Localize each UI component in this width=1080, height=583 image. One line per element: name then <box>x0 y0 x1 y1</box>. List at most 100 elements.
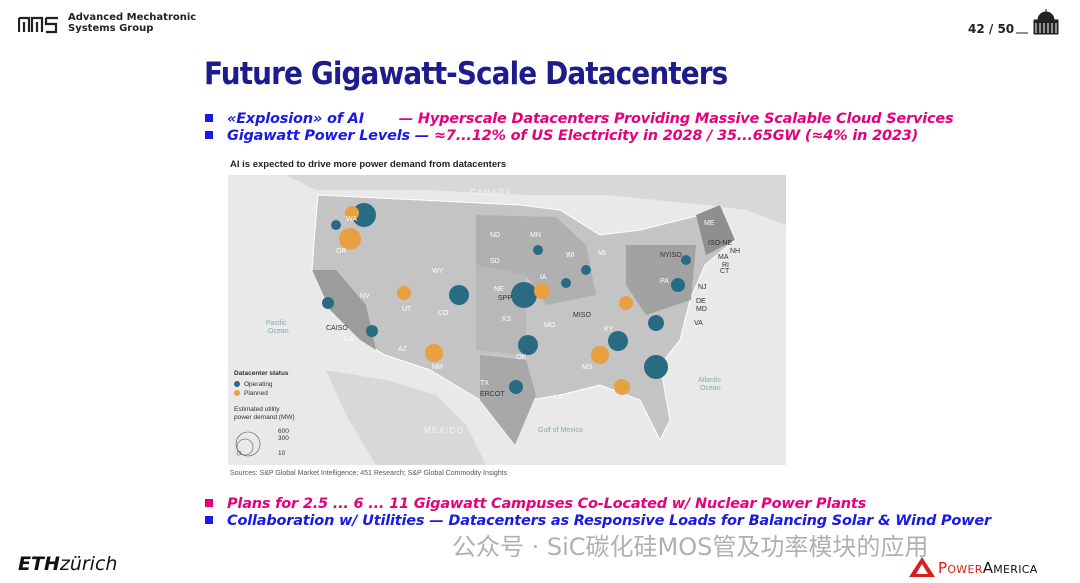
group-name: Advanced Mechatronic Systems Group <box>68 12 196 34</box>
ocean-label: Pacific <box>266 320 287 327</box>
state-label: PA <box>660 278 669 285</box>
poweramerica-icon <box>909 557 935 577</box>
state-label: RI <box>722 262 729 269</box>
state-label: MA <box>718 254 729 261</box>
ercot-region <box>480 355 536 445</box>
spp-region <box>476 265 526 355</box>
group-line: Systems Group <box>68 23 154 34</box>
bullet-text: Hyperscale Datacenters Providing Massive… <box>417 111 954 127</box>
state-label: OK <box>516 354 526 361</box>
state-label: SD <box>490 258 500 265</box>
group-line: Advanced Mechatronic <box>68 12 197 23</box>
state-label: MD <box>696 306 707 313</box>
datacenter-map: AI is expected to drive more power deman… <box>228 159 786 477</box>
bullet-dash: — <box>414 128 430 144</box>
bullet-lead: «Explosion» of AI <box>227 111 364 127</box>
datacenter-dot <box>511 282 537 308</box>
poweramerica-logo: PowerAmerica <box>938 559 1038 577</box>
state-label: AZ <box>398 346 408 353</box>
bullet: Collaboration w/ Utilities — Datacenters… <box>205 513 991 529</box>
region-label: NYISO <box>660 252 682 259</box>
state-label: DE <box>696 298 706 305</box>
state-label: WA <box>346 216 357 223</box>
datacenter-dot <box>518 335 538 355</box>
datacenter-dot <box>345 206 359 220</box>
datacenter-dot <box>533 245 543 255</box>
eth-building-icon <box>1016 9 1059 35</box>
state-label: MS <box>582 364 593 371</box>
bullet-lead: Collaboration w/ Utilities <box>227 513 425 529</box>
datacenter-dot <box>397 286 411 300</box>
state-label: WI <box>566 252 575 259</box>
state-label: KS <box>502 316 512 323</box>
bullet: «Explosion» of AI — Hyperscale Datacente… <box>205 111 954 127</box>
map-source: Sources: S&P Global Market Intelligence;… <box>230 470 508 477</box>
state-label: MI <box>598 250 606 257</box>
state-label: CA <box>344 336 354 343</box>
legend-size-label: 10 <box>278 450 286 457</box>
legend-swatch <box>234 381 240 387</box>
datacenter-dot <box>534 283 550 299</box>
bullet-text: Plans for 2.5 ... 6 ... 11 Gigawatt Camp… <box>227 496 867 512</box>
legend-title: power demand (MW) <box>234 414 295 421</box>
datacenter-dot <box>681 255 691 265</box>
isone-region <box>696 205 735 255</box>
legend-title: Estimated utility <box>234 406 280 413</box>
bullet-text: Datacenters as Responsive Loads for Bala… <box>448 513 991 529</box>
legend-size-label: 300 <box>278 435 289 442</box>
state-label: KY <box>604 326 614 333</box>
bullet-text: ≈7...12% of US Electricity in 2028 / 35.… <box>433 128 919 144</box>
bullet-square <box>205 499 213 507</box>
slide-title: Future Gigawatt-Scale Datacenters <box>204 56 728 92</box>
bullet: Gigawatt Power Levels — ≈7...12% of US E… <box>205 128 918 144</box>
region-label: MISO <box>573 312 591 319</box>
eth-logo: ETHzürich <box>18 553 117 575</box>
bullet-square <box>205 516 213 524</box>
state-label: ME <box>704 220 715 227</box>
bullet-square <box>205 131 213 139</box>
datacenters <box>322 203 691 395</box>
page-number: 42 / 50 <box>968 22 1015 36</box>
state-label: NJ <box>698 284 707 291</box>
legend-swatch <box>234 390 240 396</box>
region-label: CAISO <box>326 325 348 332</box>
state-label: TX <box>480 380 489 387</box>
canada-land <box>286 175 786 225</box>
datacenter-dot <box>608 331 628 351</box>
legend-label: Operating <box>244 381 273 388</box>
region-label: SPP <box>498 295 512 302</box>
state-label: NV <box>360 293 370 300</box>
brand-part: America <box>982 559 1038 577</box>
state-label: CT <box>720 268 730 275</box>
bullet-square <box>205 114 213 122</box>
state-label: NH <box>730 248 740 255</box>
state-label: NE <box>494 286 504 293</box>
legend-title: Datacenter status <box>234 370 289 377</box>
state-label: NM <box>432 364 443 371</box>
state-label: UT <box>402 306 412 313</box>
ocean-label: Gulf of Mexico <box>538 427 583 434</box>
state-label: WY <box>432 268 444 275</box>
datacenter-dot <box>619 296 633 310</box>
caiso-region <box>312 270 376 350</box>
ocean-label: Atlantic <box>698 377 721 384</box>
legend-label: Planned <box>244 390 268 397</box>
datacenter-dot <box>644 355 668 379</box>
watermark: 公众号 · SiC碳化硅MOS管及功率模块的应用 <box>452 533 929 561</box>
datacenter-dot <box>648 315 664 331</box>
ams-logo <box>18 16 58 34</box>
datacenter-dot <box>581 265 591 275</box>
eth-mark: ETH <box>18 553 60 575</box>
map-legend: Datacenter status Operating Planned Esti… <box>234 370 295 457</box>
ocean-label: Ocean <box>268 328 289 335</box>
legend-size <box>235 431 261 457</box>
mexico-land <box>326 370 486 465</box>
bullet-dash: — <box>429 513 444 529</box>
datacenter-dot <box>509 380 523 394</box>
country-label: CANADA <box>470 188 512 197</box>
state-label: VA <box>694 320 703 327</box>
map-heading: AI is expected to drive more power deman… <box>230 159 506 170</box>
legend-size-label: 600 <box>278 428 289 435</box>
datacenter-dot <box>366 325 378 337</box>
